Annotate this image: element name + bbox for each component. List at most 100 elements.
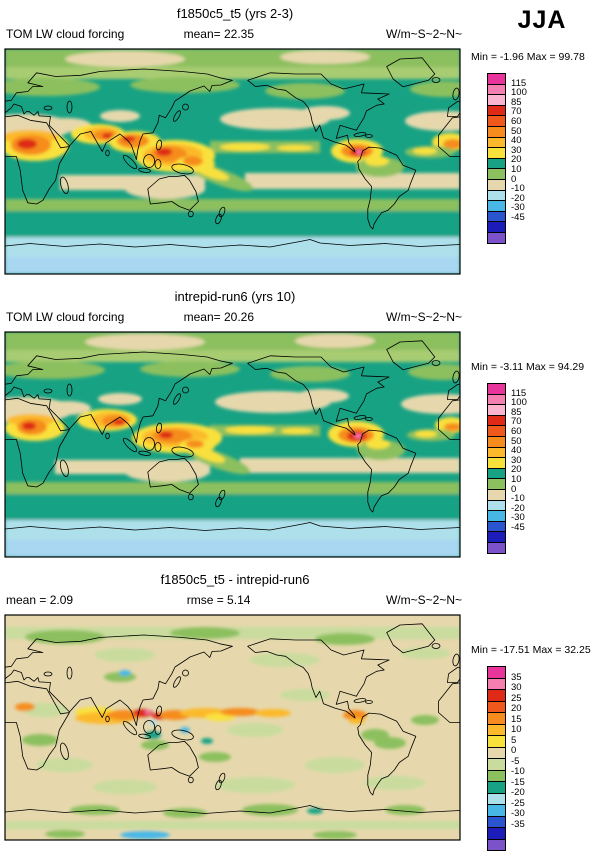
colorbar-tick-label: 35	[511, 671, 522, 683]
filled-contour-map	[4, 614, 461, 841]
colorbar-tick-label: -30	[511, 512, 525, 524]
colorbar-box	[488, 447, 505, 459]
colorbar-box	[488, 759, 505, 771]
panel-case1-legend-area: JJA Min = -1.96 Max = 99.78 115 100 85 70 60…	[466, 2, 615, 244]
colorbar-tick-label: 0	[511, 745, 517, 756]
colorbar-tick-label: 20	[511, 703, 522, 714]
season-label: JJA	[517, 6, 567, 34]
colorbar-box	[488, 232, 505, 243]
colorbar-box	[488, 690, 505, 702]
mean-label: mean= 20.26	[183, 310, 255, 324]
colorbar-tick-label: -20	[511, 502, 525, 514]
panel-case2-plot-area: intrepid-run6 (yrs 10) TOM LW cloud forc…	[4, 285, 466, 558]
colorbar-1: 115 100 85 70 60 50 40 30 20 10 0 -10 -20 -30 -45	[487, 383, 615, 554]
colorbar-tick-label: -30	[511, 808, 525, 819]
colorbar-box	[488, 84, 505, 96]
colorbar-tick-label: -10	[511, 183, 525, 195]
minmax-label: Min = -3.11 Max = 94.29	[471, 361, 585, 373]
colorbar-tick-label: -20	[511, 192, 525, 204]
minmax-label: Min = -1.96 Max = 99.78	[471, 51, 585, 63]
colorbar-box	[488, 222, 505, 233]
colorbar-box	[488, 782, 505, 794]
colorbar-box	[488, 436, 505, 448]
colorbar-box	[488, 511, 505, 522]
filled-contour-map	[4, 48, 461, 275]
colorbar-tick-label: 50	[511, 435, 522, 447]
panel-case1: f1850c5_t5 (yrs 2-3) TOM LW cloud forcin…	[0, 2, 615, 275]
colorbar-tick-label: -10	[511, 766, 525, 777]
mean-label: mean= 22.35	[183, 27, 255, 41]
colorbar-tick-label: 30	[511, 682, 522, 693]
colorbar-box	[488, 126, 505, 138]
colorbar-box	[488, 426, 505, 437]
colorbar-box	[488, 394, 505, 406]
panel-case1-plot-area: f1850c5_t5 (yrs 2-3) TOM LW cloud forcin…	[4, 2, 466, 275]
colorbar-tick-label: -5	[511, 755, 520, 767]
colorbar-box	[488, 211, 505, 223]
colorbar-box	[488, 179, 505, 191]
colorbar-box	[488, 770, 505, 782]
mean-label: mean = 2.09	[6, 593, 74, 607]
colorbar-tick-label: 10	[511, 164, 522, 175]
colorbar-tick-label: 0	[511, 483, 517, 495]
colorbar-box	[488, 190, 505, 202]
colorbar-box	[488, 384, 505, 395]
colorbar-box	[488, 828, 505, 840]
colorbar-tick-label: 30	[511, 454, 522, 466]
panel-case2: intrepid-run6 (yrs 10) TOM LW cloud forc…	[0, 285, 615, 558]
colorbar-tick-label: 100	[511, 87, 527, 99]
colorbar-tick-label: 60	[511, 116, 522, 127]
colorbar-box	[488, 521, 505, 533]
colorbar-box	[488, 736, 505, 748]
panel-subtitle-row: TOM LW cloud forcing mean= 22.35 W/m~S~2…	[4, 26, 466, 48]
colorbar-tick-label: 20	[511, 154, 522, 166]
colorbar-labels: 115 100 85 70 60 50 40 30 20 10 0 -10 -20 -30 -45	[506, 383, 546, 554]
map-panel-2	[4, 614, 461, 841]
colorbar-tick-label: 10	[511, 474, 522, 485]
colorbar-tick-label: -45	[511, 522, 525, 533]
colorbar-box	[488, 148, 505, 159]
colorbar-tick-label: 20	[511, 464, 522, 476]
colorbar-box	[488, 458, 505, 469]
colorbar-box	[488, 405, 505, 416]
colorbar-box	[488, 479, 505, 490]
rmse-label: rmse = 5.14	[186, 593, 251, 607]
colorbar-tick-label: 115	[511, 77, 527, 89]
colorbar-box	[488, 724, 505, 736]
colorbar-box	[488, 137, 505, 149]
colorbar-tick-label: -30	[511, 202, 525, 214]
panel-title: intrepid-run6 (yrs 10)	[174, 289, 296, 304]
colorbar-box	[488, 805, 505, 817]
colorbar-box	[488, 816, 505, 828]
colorbar-box	[488, 500, 505, 512]
colorbar-box	[488, 105, 505, 117]
colorbar-box	[488, 415, 505, 427]
panel-title: f1850c5_t5 (yrs 2-3)	[176, 6, 294, 21]
colorbar-tick-label: 0	[511, 173, 517, 185]
colorbar-box	[488, 489, 505, 501]
variable-label: TOM LW cloud forcing	[6, 310, 125, 324]
colorbar-tick-label: -25	[511, 797, 525, 809]
colorbar-box	[488, 468, 505, 480]
colorbar-box	[488, 542, 505, 553]
colorbar-box	[488, 158, 505, 170]
colorbar-labels: 35 30 25 20 15 10 5 0 -5 -10 -15 -20 -25 -30 -35	[506, 666, 546, 851]
colorbar-2: 35 30 25 20 15 10 5 0 -5 -10 -15 -20 -25 -30 -35	[487, 666, 615, 851]
colorbar-box	[488, 701, 505, 713]
units-label: W/m~S~2~N~	[385, 27, 462, 41]
colorbar-box	[488, 839, 505, 850]
colorbar-box	[488, 532, 505, 543]
colorbar-box	[488, 747, 505, 759]
panel-subtitle-row: TOM LW cloud forcing mean= 20.26 W/m~S~2…	[4, 309, 466, 331]
colorbar-labels: 115 100 85 70 60 50 40 30 20 10 0 -10 -20 -30 -45	[506, 73, 546, 244]
units-label: W/m~S~2~N~	[385, 593, 462, 607]
colorbar-tick-label: 30	[511, 144, 522, 156]
panel-difference-legend-area: Min = -17.51 Max = 32.25 35 30 25 20 15 10 5 0-…	[466, 568, 615, 851]
map-panel-1	[4, 331, 461, 558]
colorbar-tick-label: -10	[511, 493, 525, 505]
units-label: W/m~S~2~N~	[385, 310, 462, 324]
colorbar-tick-label: 10	[511, 724, 522, 735]
colorbar-boxes	[487, 383, 506, 554]
variable-label: TOM LW cloud forcing	[6, 27, 125, 41]
